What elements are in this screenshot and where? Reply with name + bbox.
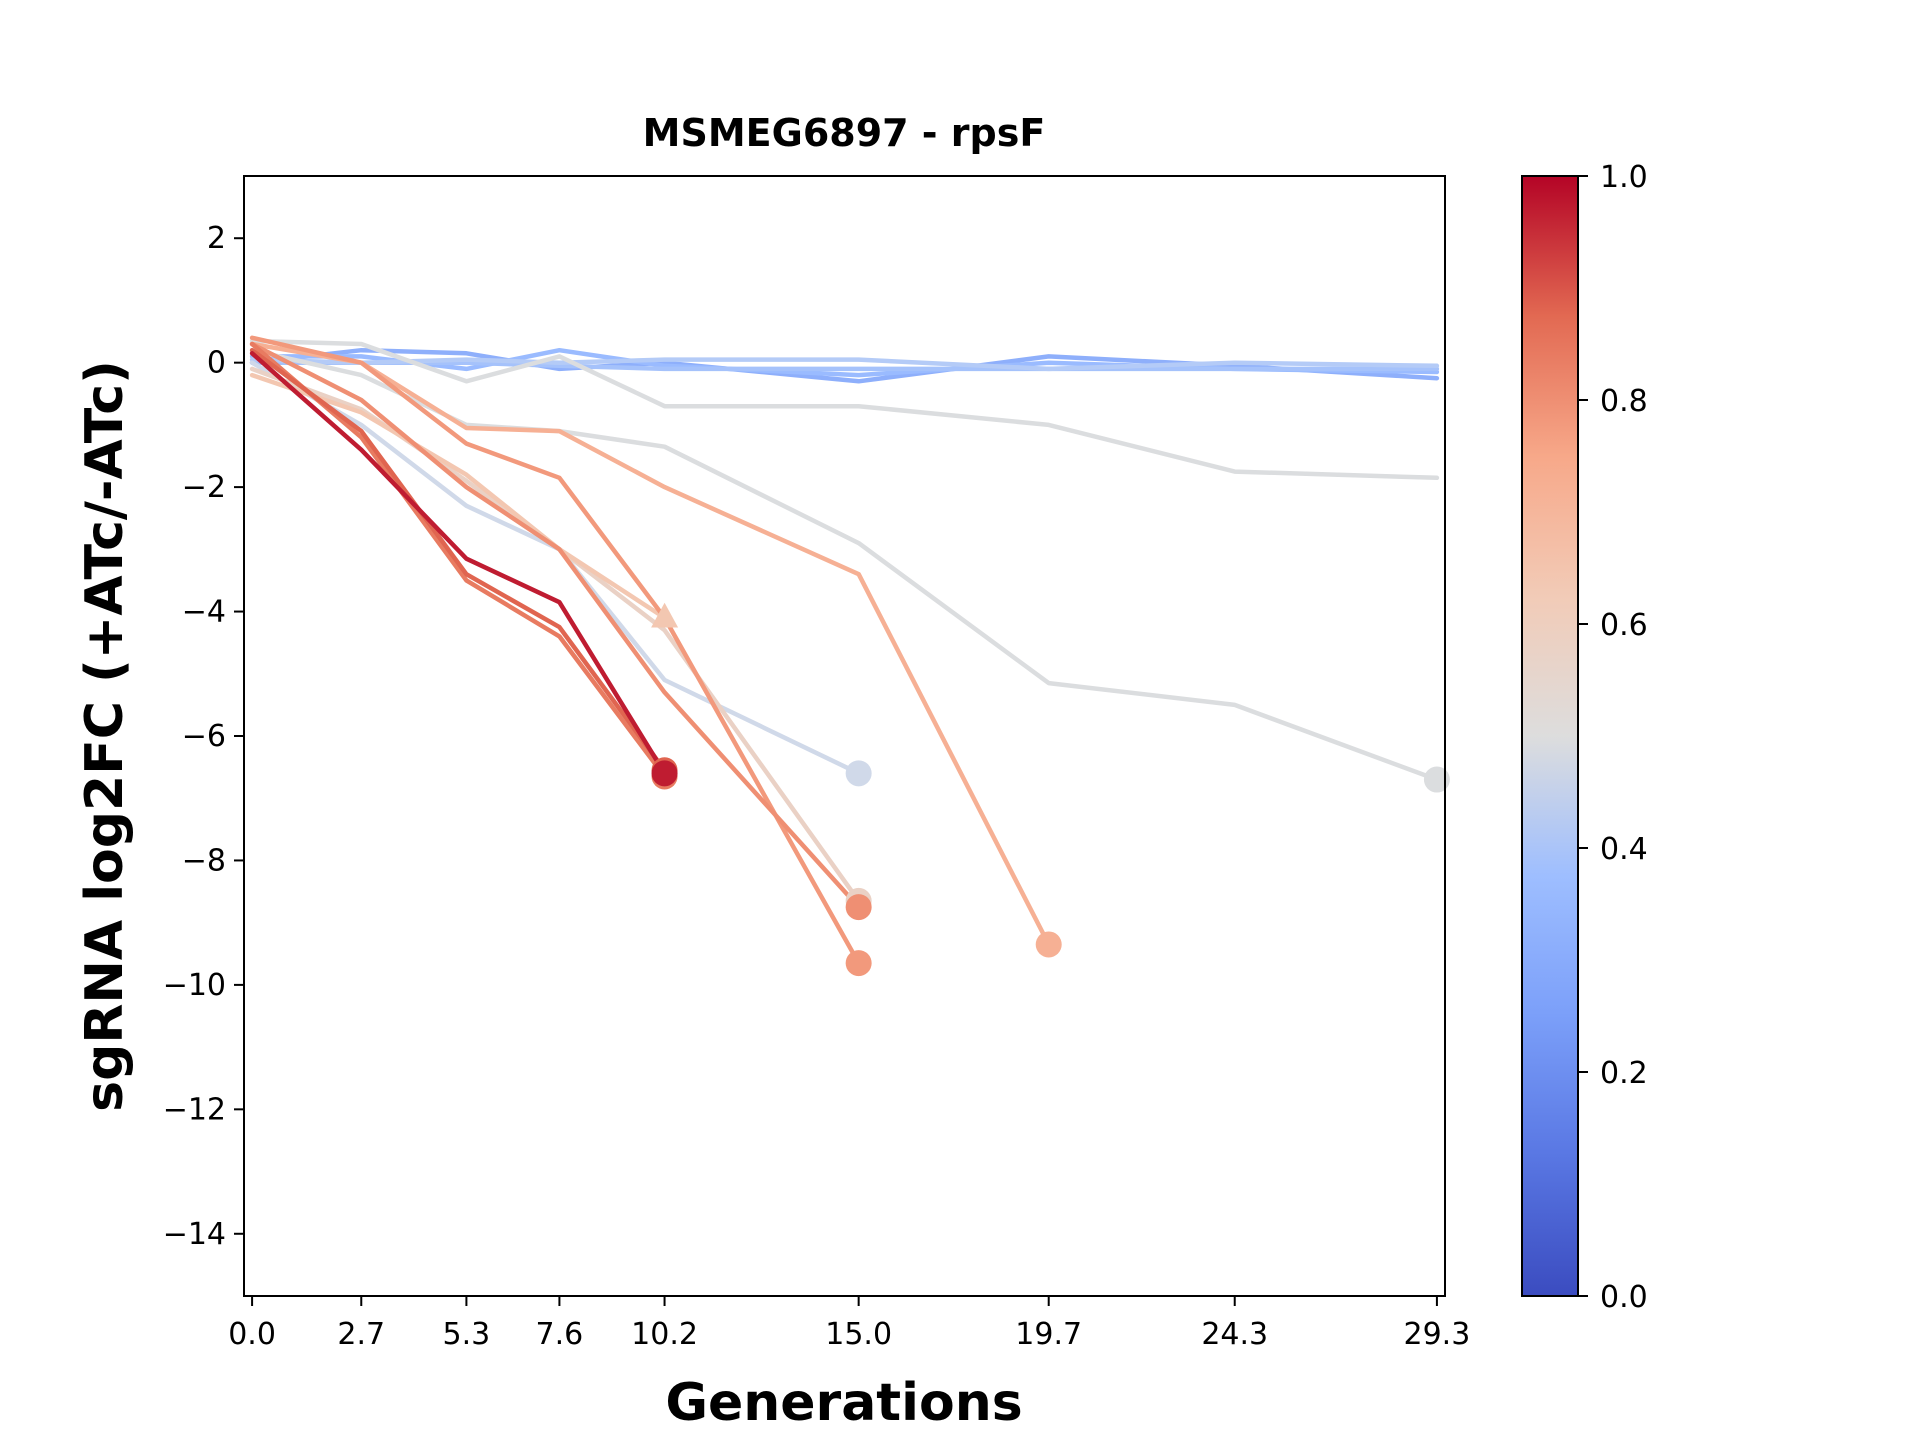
x-tick-label: 15.0	[825, 1317, 892, 1352]
y-axis-label: sgRNA log2FC (+ATc/-ATc)	[75, 360, 135, 1112]
colorbar-tick-label: 0.6	[1600, 608, 1648, 643]
series-end-marker-9	[1035, 931, 1062, 958]
x-tick-label: 24.3	[1201, 1317, 1268, 1352]
colorbar-tick-label: 0.8	[1600, 384, 1648, 419]
colorbar-axis: 0.0 0.2 0.4 0.6 0.8 1.0	[1578, 160, 1648, 1315]
x-axis-label: Generations	[665, 1373, 1022, 1433]
series-line-3	[249, 357, 1440, 372]
colorbar-tick-label: 0.4	[1600, 832, 1648, 867]
x-tick-label: 5.3	[443, 1317, 491, 1352]
series-line-13	[249, 347, 667, 773]
series-line-6	[249, 360, 861, 776]
marker-layer	[651, 602, 1450, 977]
series-end-marker-11	[845, 894, 872, 921]
colorbar-tick-label: 0.2	[1600, 1056, 1648, 1091]
series-line-4	[249, 338, 1440, 481]
y-tick-label: −2	[182, 470, 226, 505]
y-tick-label: 2	[207, 221, 226, 256]
x-tick-label: 0.0	[228, 1317, 276, 1352]
y-tick-label: −4	[182, 595, 226, 630]
chart-title: MSMEG6897 - rpsF	[643, 111, 1046, 155]
series-line-11	[249, 341, 861, 910]
series-line-10	[249, 335, 861, 966]
y-tick-label: −14	[163, 1217, 226, 1252]
x-axis: 0.0 2.7 5.3 7.6 10.2 15.0 19.7 24.3 29.3	[228, 1296, 1470, 1352]
series-end-marker-5	[1423, 766, 1450, 793]
y-tick-label: −8	[182, 843, 226, 878]
series-line-8	[249, 372, 667, 621]
x-tick-label: 19.7	[1015, 1317, 1082, 1352]
series-end-marker-10	[845, 950, 872, 977]
y-tick-label: 0	[207, 346, 226, 381]
y-tick-label: −12	[163, 1092, 226, 1127]
x-tick-label: 7.6	[536, 1317, 584, 1352]
y-axis: 2 0 −2 −4 −6 −8 −10 −12 −14	[163, 221, 244, 1252]
y-tick-label: −6	[182, 719, 226, 754]
x-tick-label: 2.7	[337, 1317, 385, 1352]
colorbar	[1521, 175, 1579, 1297]
series-end-marker-8	[651, 602, 679, 628]
x-tick-label: 29.3	[1404, 1317, 1471, 1352]
series-end-marker-14	[651, 760, 678, 787]
colorbar-tick-label: 0.0	[1600, 1280, 1648, 1315]
x-tick-label: 10.2	[631, 1317, 698, 1352]
plot-frame	[243, 175, 1446, 1297]
series-line-14	[249, 351, 667, 776]
colorbar-tick-label: 1.0	[1600, 160, 1648, 195]
y-tick-label: −10	[163, 968, 226, 1003]
series-end-marker-6	[845, 760, 872, 787]
series-layer	[249, 335, 1440, 966]
